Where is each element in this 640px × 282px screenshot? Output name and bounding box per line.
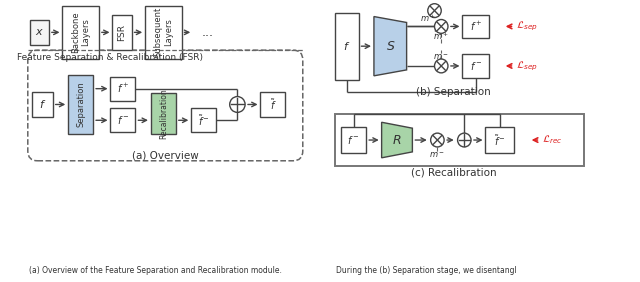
FancyBboxPatch shape xyxy=(191,108,216,132)
Circle shape xyxy=(458,133,471,147)
Text: During the (b) Separation stage, we disentangl: During the (b) Separation stage, we dise… xyxy=(337,266,517,276)
Text: (a) Overview of the Feature Separation and Recalibration module.: (a) Overview of the Feature Separation a… xyxy=(29,266,282,276)
Text: $f^+$: $f^+$ xyxy=(470,20,482,33)
FancyBboxPatch shape xyxy=(486,127,515,153)
FancyBboxPatch shape xyxy=(28,50,303,161)
FancyBboxPatch shape xyxy=(335,114,584,166)
FancyBboxPatch shape xyxy=(151,92,176,134)
FancyBboxPatch shape xyxy=(63,6,99,59)
Text: $m^+$: $m^+$ xyxy=(420,13,436,24)
Text: (c) Recalibration: (c) Recalibration xyxy=(411,168,497,178)
FancyBboxPatch shape xyxy=(29,19,49,45)
Text: Backbone
Layers: Backbone Layers xyxy=(71,12,90,53)
Text: $\tilde{f}^-$: $\tilde{f}^-$ xyxy=(494,133,506,147)
Text: $f^-$: $f^-$ xyxy=(348,134,360,146)
Text: $x$: $x$ xyxy=(35,27,44,37)
Text: $f^+$: $f^+$ xyxy=(116,82,129,95)
FancyBboxPatch shape xyxy=(68,75,93,134)
Text: (a) Overview: (a) Overview xyxy=(132,151,198,161)
Text: Feature Separation & Recalibration (FSR): Feature Separation & Recalibration (FSR) xyxy=(17,52,204,61)
Circle shape xyxy=(435,19,448,33)
FancyBboxPatch shape xyxy=(111,108,136,132)
Text: $R$: $R$ xyxy=(392,134,402,147)
Text: $\tilde{f}$: $\tilde{f}$ xyxy=(269,97,276,112)
Text: $\mathcal{L}_{sep}$: $\mathcal{L}_{sep}$ xyxy=(516,59,538,73)
Text: ...: ... xyxy=(202,26,214,39)
FancyBboxPatch shape xyxy=(113,15,132,50)
Text: (b) Separation: (b) Separation xyxy=(417,87,491,97)
Circle shape xyxy=(428,4,441,17)
Text: Recalibration: Recalibration xyxy=(159,88,168,139)
Text: $m^+$: $m^+$ xyxy=(433,30,449,42)
Circle shape xyxy=(435,59,448,73)
Text: $f^-$: $f^-$ xyxy=(116,114,129,126)
FancyBboxPatch shape xyxy=(145,6,182,59)
Text: $f^-$: $f^-$ xyxy=(470,60,482,72)
FancyBboxPatch shape xyxy=(111,77,136,100)
Text: Subsequent
Layers: Subsequent Layers xyxy=(154,7,173,58)
Circle shape xyxy=(230,96,245,112)
Text: $S$: $S$ xyxy=(385,40,395,53)
Text: $\mathcal{L}_{sep}$: $\mathcal{L}_{sep}$ xyxy=(516,20,538,33)
FancyBboxPatch shape xyxy=(260,92,285,117)
Text: $f$: $f$ xyxy=(38,98,46,111)
Text: Separation: Separation xyxy=(76,81,85,127)
FancyBboxPatch shape xyxy=(335,13,358,80)
Circle shape xyxy=(431,133,444,147)
FancyBboxPatch shape xyxy=(31,92,52,117)
FancyBboxPatch shape xyxy=(462,15,490,38)
FancyBboxPatch shape xyxy=(462,54,490,78)
Text: $f$: $f$ xyxy=(343,40,351,52)
Text: FSR: FSR xyxy=(118,24,127,41)
Polygon shape xyxy=(381,122,412,158)
Text: $\mathcal{L}_{rec}$: $\mathcal{L}_{rec}$ xyxy=(542,134,563,146)
Text: $\tilde{f}^-$: $\tilde{f}^-$ xyxy=(198,113,210,128)
Polygon shape xyxy=(374,17,406,76)
Text: $m^-$: $m^-$ xyxy=(433,52,449,62)
Text: $m^-$: $m^-$ xyxy=(429,150,445,160)
FancyBboxPatch shape xyxy=(341,127,366,153)
